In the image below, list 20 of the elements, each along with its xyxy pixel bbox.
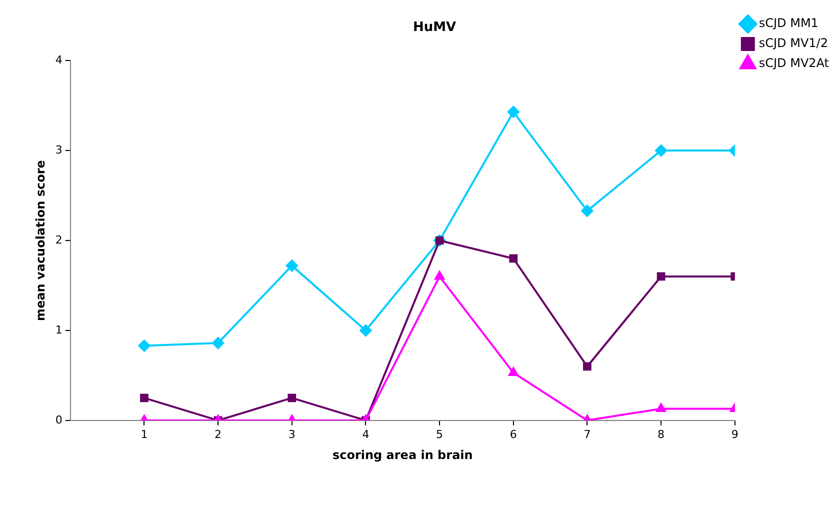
- x-tick-label: 2: [214, 428, 222, 441]
- y-tick-label: 2: [55, 233, 62, 246]
- x-tick-label: 6: [510, 428, 517, 441]
- x-tick-label: 4: [362, 428, 370, 441]
- legend-label: sCJD MV1/2: [758, 36, 828, 50]
- legend-label: sCJD MM1: [758, 16, 818, 30]
- legend-label: sCJD MV2At: [758, 56, 830, 70]
- x-axis-title: scoring area in brain: [332, 448, 473, 462]
- y-tick-label: 1: [55, 323, 62, 336]
- y-tick-label: 3: [55, 143, 62, 156]
- x-tick-label: 8: [658, 428, 665, 441]
- x-tick-label: 3: [288, 428, 296, 441]
- y-axis-title: mean vacuolation score: [33, 160, 48, 321]
- y-tick-label: 4: [55, 53, 62, 66]
- chart-title: HuMV: [412, 20, 456, 36]
- y-tick-label: 0: [55, 413, 62, 426]
- x-tick-label: 5: [436, 428, 444, 441]
- x-tick-label: 1: [140, 428, 148, 441]
- x-tick-label: 7: [584, 428, 591, 441]
- x-tick-label: 9: [731, 428, 738, 441]
